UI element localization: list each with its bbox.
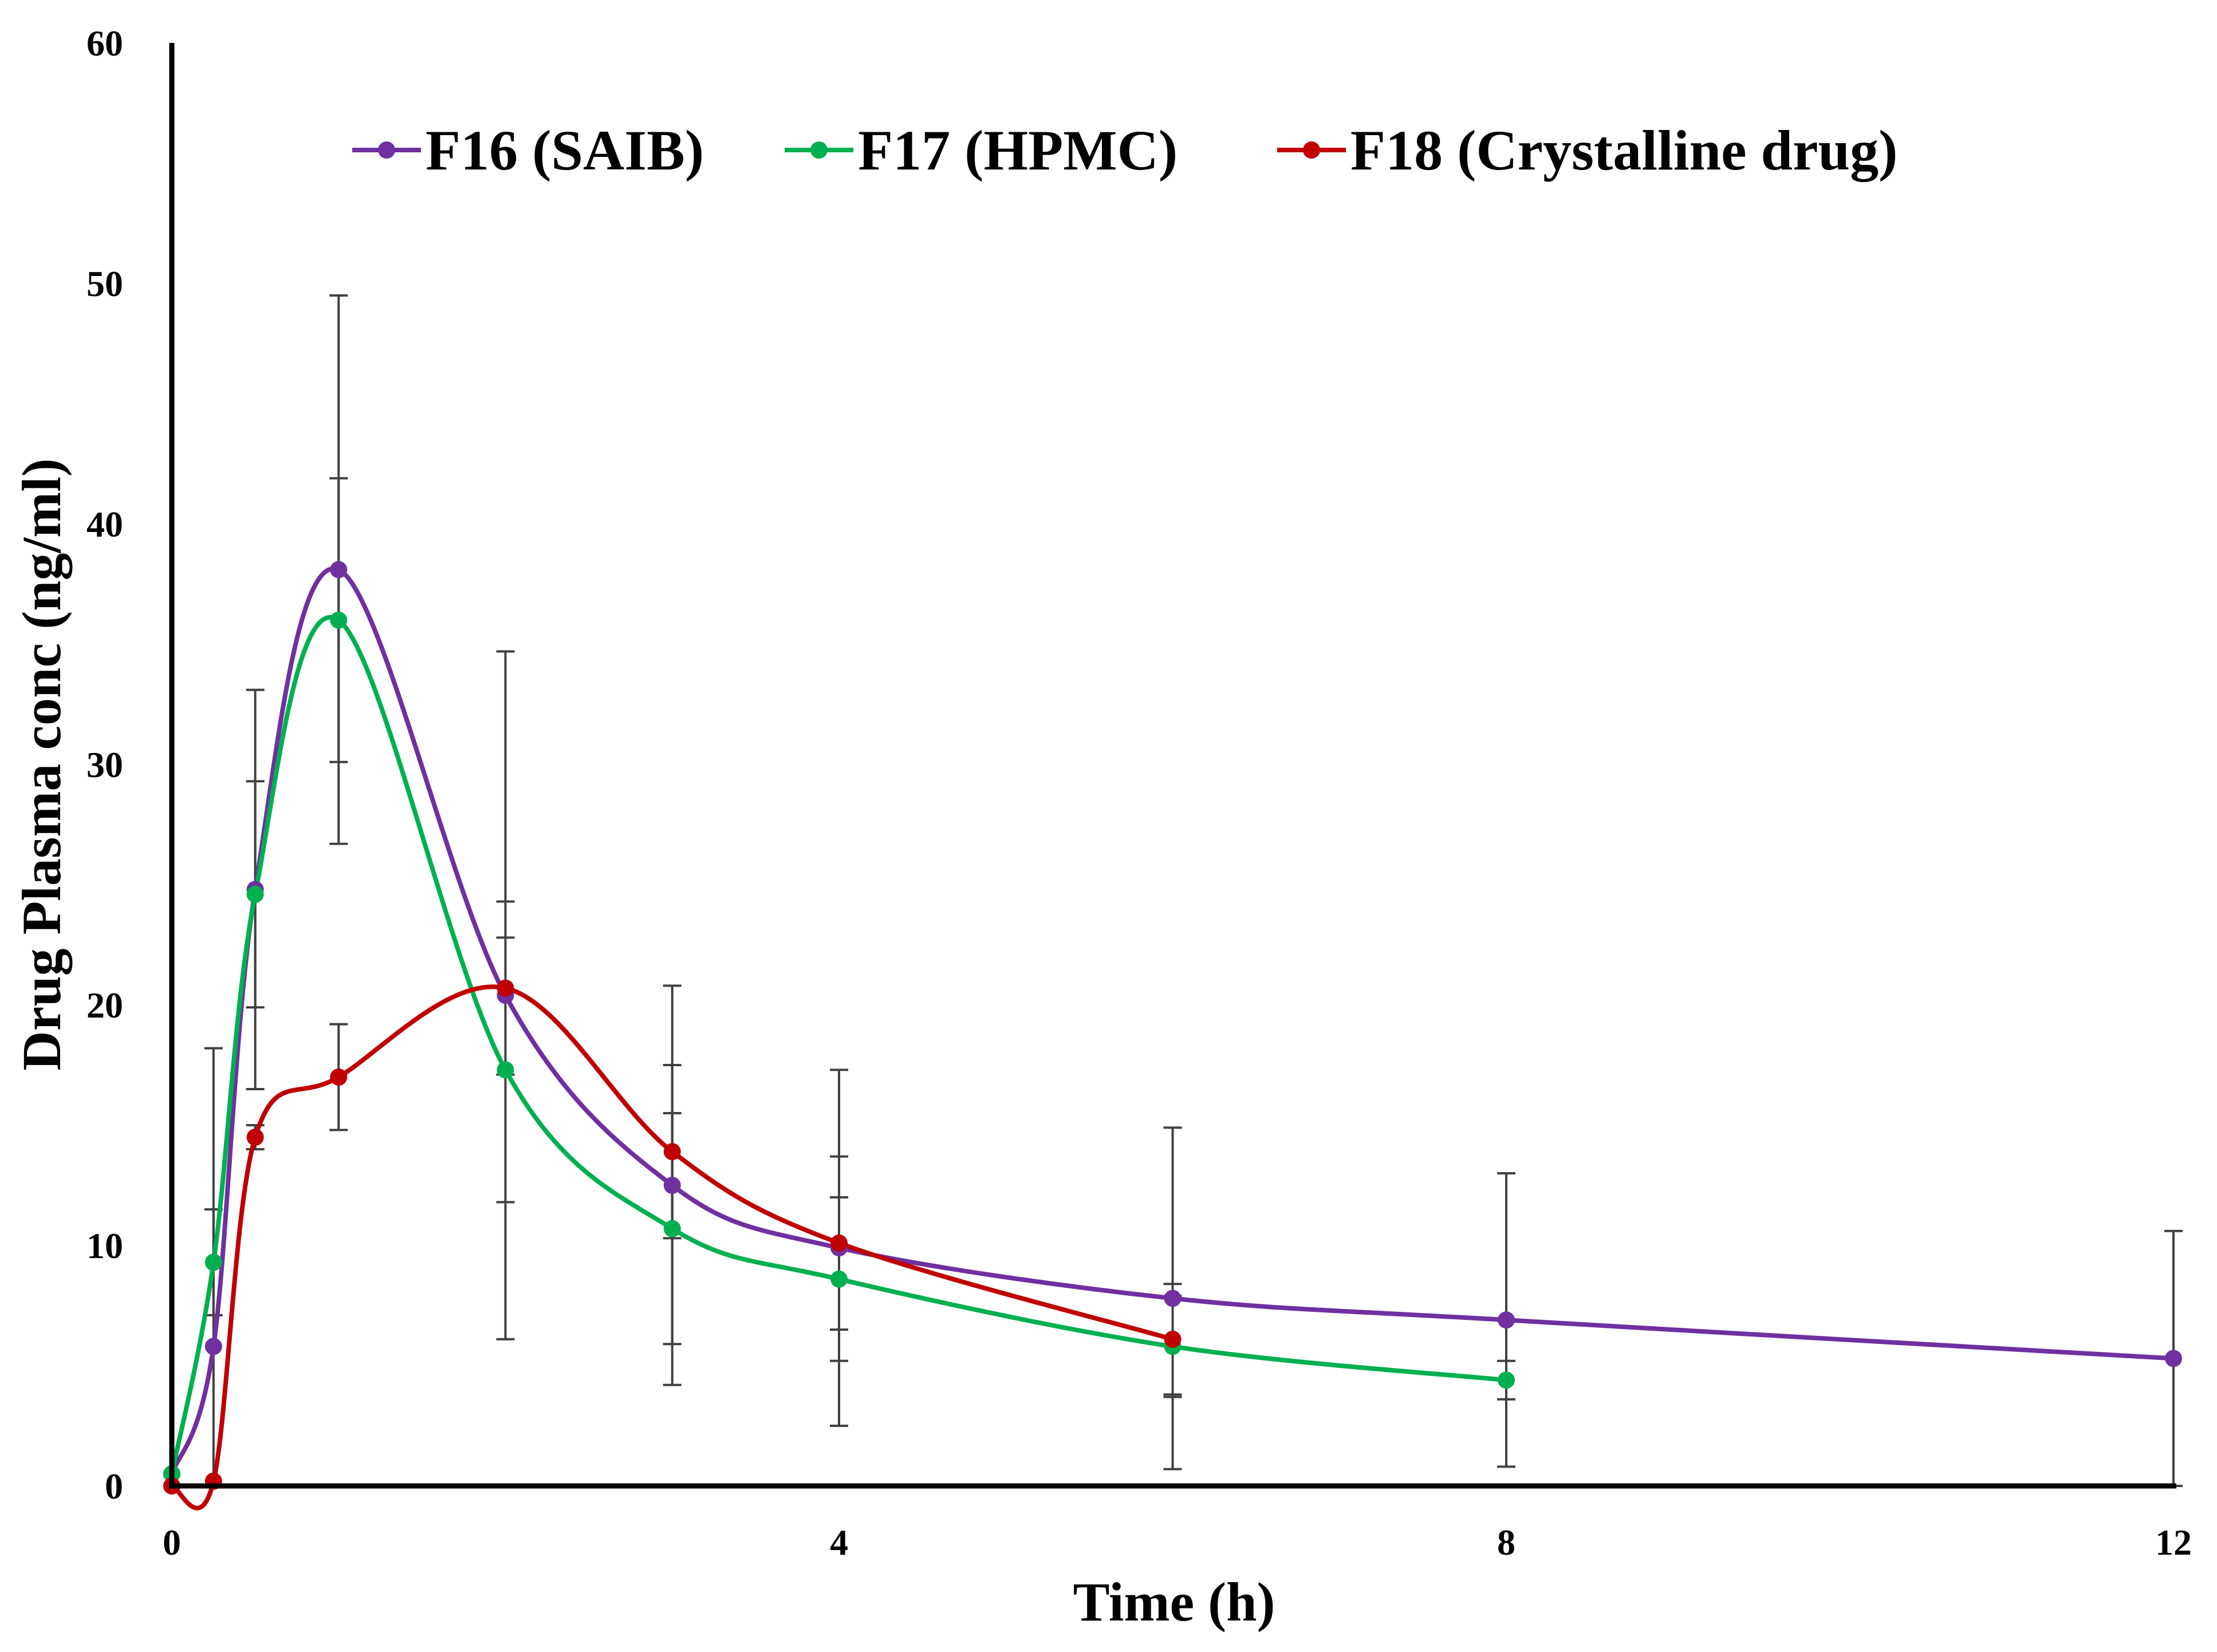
y-tick-labels: 0 10 20 30 40 50 60 xyxy=(86,23,123,1507)
data-point xyxy=(330,561,348,578)
x-tick-label: 8 xyxy=(1497,1522,1515,1563)
data-point xyxy=(2165,1350,2182,1367)
legend-swatch-marker xyxy=(1303,141,1320,159)
y-tick-label: 50 xyxy=(86,263,123,304)
y-tick-label: 60 xyxy=(86,23,123,64)
data-point xyxy=(204,1338,222,1355)
legend-item: F16 (SAIB) xyxy=(352,119,704,182)
data-point xyxy=(1498,1311,1515,1329)
y-tick-label: 40 xyxy=(86,504,123,545)
data-point xyxy=(204,1253,222,1271)
error-bars xyxy=(204,294,2183,1487)
legend-swatch-marker xyxy=(378,141,395,159)
series-line xyxy=(170,615,1509,1476)
axes xyxy=(169,43,2176,1489)
legend-label: F16 (SAIB) xyxy=(426,119,704,182)
data-point xyxy=(497,1061,514,1079)
x-tick-label: 12 xyxy=(2155,1522,2192,1563)
x-tick-label: 0 xyxy=(163,1522,181,1563)
data-point xyxy=(830,1234,848,1252)
data-point xyxy=(663,1220,681,1237)
legend-swatch-marker xyxy=(810,141,828,159)
y-tick-label: 10 xyxy=(86,1225,123,1266)
data-point xyxy=(1164,1290,1182,1307)
y-tick-label: 20 xyxy=(86,985,123,1026)
data-points xyxy=(163,561,2182,1495)
x-axis-title: Time (h) xyxy=(1073,1571,1275,1633)
data-point xyxy=(1498,1371,1515,1389)
data-point xyxy=(246,1129,264,1146)
data-point xyxy=(246,885,264,903)
x-tick-labels: 0 4 8 12 xyxy=(163,1522,2192,1563)
legend-label: F17 (HPMC) xyxy=(858,119,1178,182)
legend-item: F17 (HPMC) xyxy=(785,119,1178,182)
data-point xyxy=(1164,1330,1182,1348)
data-point xyxy=(330,1069,348,1086)
x-tick-label: 4 xyxy=(830,1522,848,1563)
y-tick-label: 30 xyxy=(86,744,123,785)
data-point xyxy=(497,979,514,997)
data-point xyxy=(663,1143,681,1161)
y-axis-title: Drug Plasma conc (ng/ml) xyxy=(11,458,72,1070)
data-point xyxy=(330,612,348,629)
legend-item: F18 (Crystalline drug) xyxy=(1277,119,1897,182)
y-tick-label: 0 xyxy=(105,1466,123,1507)
legend-label: F18 (Crystalline drug) xyxy=(1350,119,1897,182)
legend: F16 (SAIB) F17 (HPMC) F18 (Crystalline dru… xyxy=(352,119,1897,182)
data-point xyxy=(663,1177,681,1194)
data-point xyxy=(830,1270,848,1288)
